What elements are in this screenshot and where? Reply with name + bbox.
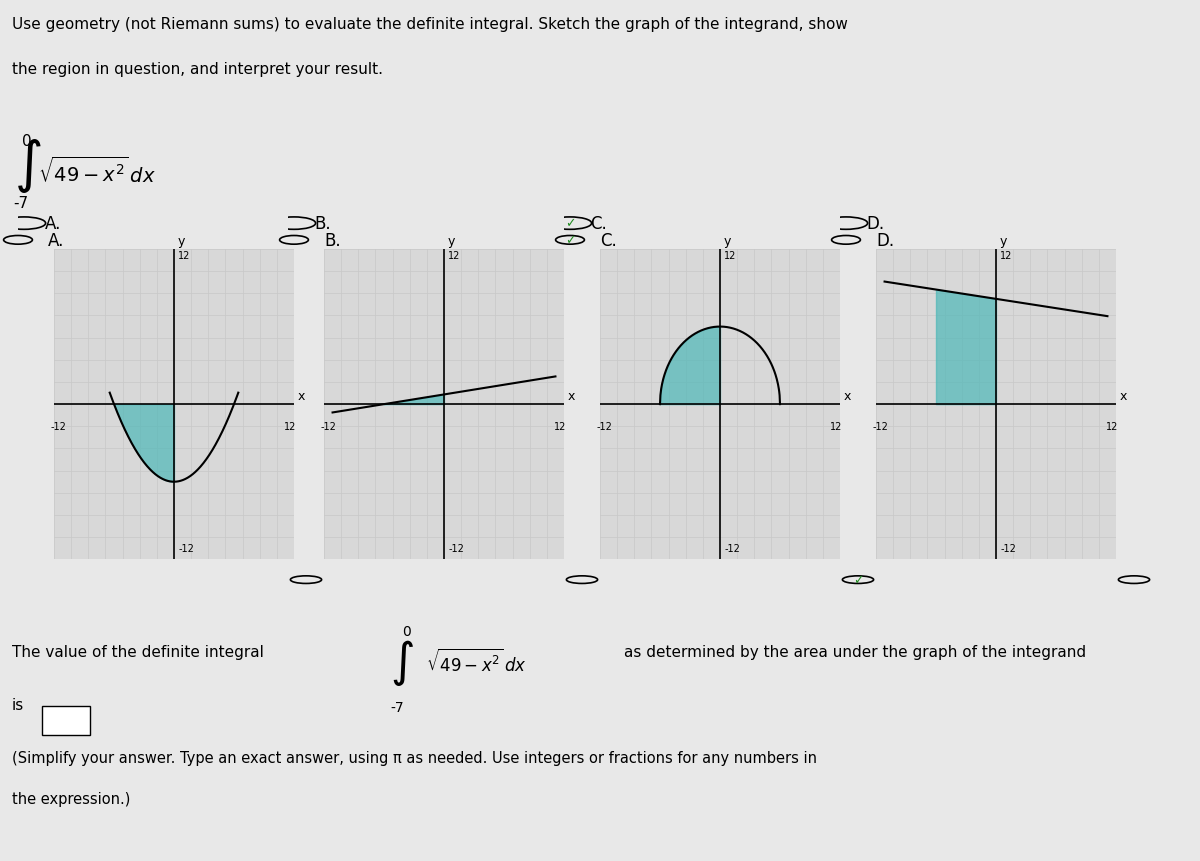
- Text: 0: 0: [402, 624, 410, 638]
- Text: 12: 12: [725, 251, 737, 260]
- Text: $\int$: $\int$: [13, 137, 41, 195]
- Text: D.: D.: [876, 232, 894, 250]
- Text: y: y: [448, 234, 455, 247]
- Text: is: is: [12, 697, 24, 712]
- Text: 12: 12: [1105, 421, 1118, 431]
- Text: x: x: [568, 389, 575, 402]
- Text: y: y: [178, 234, 185, 247]
- Text: A.: A.: [44, 215, 61, 232]
- Text: (Simplify your answer. Type an exact answer, using π as needed. Use integers or : (Simplify your answer. Type an exact ans…: [12, 750, 817, 765]
- Text: 12: 12: [283, 421, 296, 431]
- Text: -12: -12: [596, 421, 612, 431]
- Text: -12: -12: [320, 421, 336, 431]
- Text: C.: C.: [600, 232, 617, 250]
- Text: $\int$: $\int$: [390, 637, 414, 687]
- Text: 12: 12: [553, 421, 566, 431]
- Text: D.: D.: [866, 215, 884, 232]
- Text: ✓: ✓: [565, 234, 575, 247]
- FancyBboxPatch shape: [42, 706, 90, 735]
- Text: -12: -12: [50, 421, 66, 431]
- Text: 12: 12: [1001, 251, 1013, 260]
- Text: 0: 0: [22, 133, 31, 149]
- Text: y: y: [724, 234, 731, 247]
- Text: A.: A.: [48, 232, 65, 250]
- Text: C.: C.: [590, 215, 607, 232]
- Text: x: x: [298, 389, 305, 402]
- Text: the region in question, and interpret your result.: the region in question, and interpret yo…: [12, 61, 383, 77]
- Text: The value of the definite integral: The value of the definite integral: [12, 644, 264, 660]
- Text: -12: -12: [725, 543, 740, 554]
- Text: ✓: ✓: [853, 573, 863, 586]
- Text: y: y: [1000, 234, 1007, 247]
- Text: 12: 12: [829, 421, 842, 431]
- Text: B.: B.: [314, 215, 331, 232]
- Text: the expression.): the expression.): [12, 790, 131, 806]
- Text: Use geometry (not Riemann sums) to evaluate the definite integral. Sketch the gr: Use geometry (not Riemann sums) to evalu…: [12, 16, 848, 32]
- Text: x: x: [1120, 389, 1127, 402]
- Text: -7: -7: [13, 195, 29, 211]
- Text: 12: 12: [179, 251, 191, 260]
- Text: $\sqrt{49-x^2}\,dx$: $\sqrt{49-x^2}\,dx$: [426, 648, 527, 676]
- Text: 12: 12: [449, 251, 461, 260]
- Text: x: x: [844, 389, 851, 402]
- Text: $\sqrt{49-x^2}\,dx$: $\sqrt{49-x^2}\,dx$: [38, 158, 156, 187]
- Text: -12: -12: [179, 543, 194, 554]
- Text: B.: B.: [324, 232, 341, 250]
- Text: -7: -7: [390, 700, 403, 714]
- Text: -12: -12: [872, 421, 888, 431]
- Text: -12: -12: [1001, 543, 1016, 554]
- Text: -12: -12: [449, 543, 464, 554]
- Text: as determined by the area under the graph of the integrand: as determined by the area under the grap…: [624, 644, 1086, 660]
- Text: ✓: ✓: [565, 217, 575, 231]
